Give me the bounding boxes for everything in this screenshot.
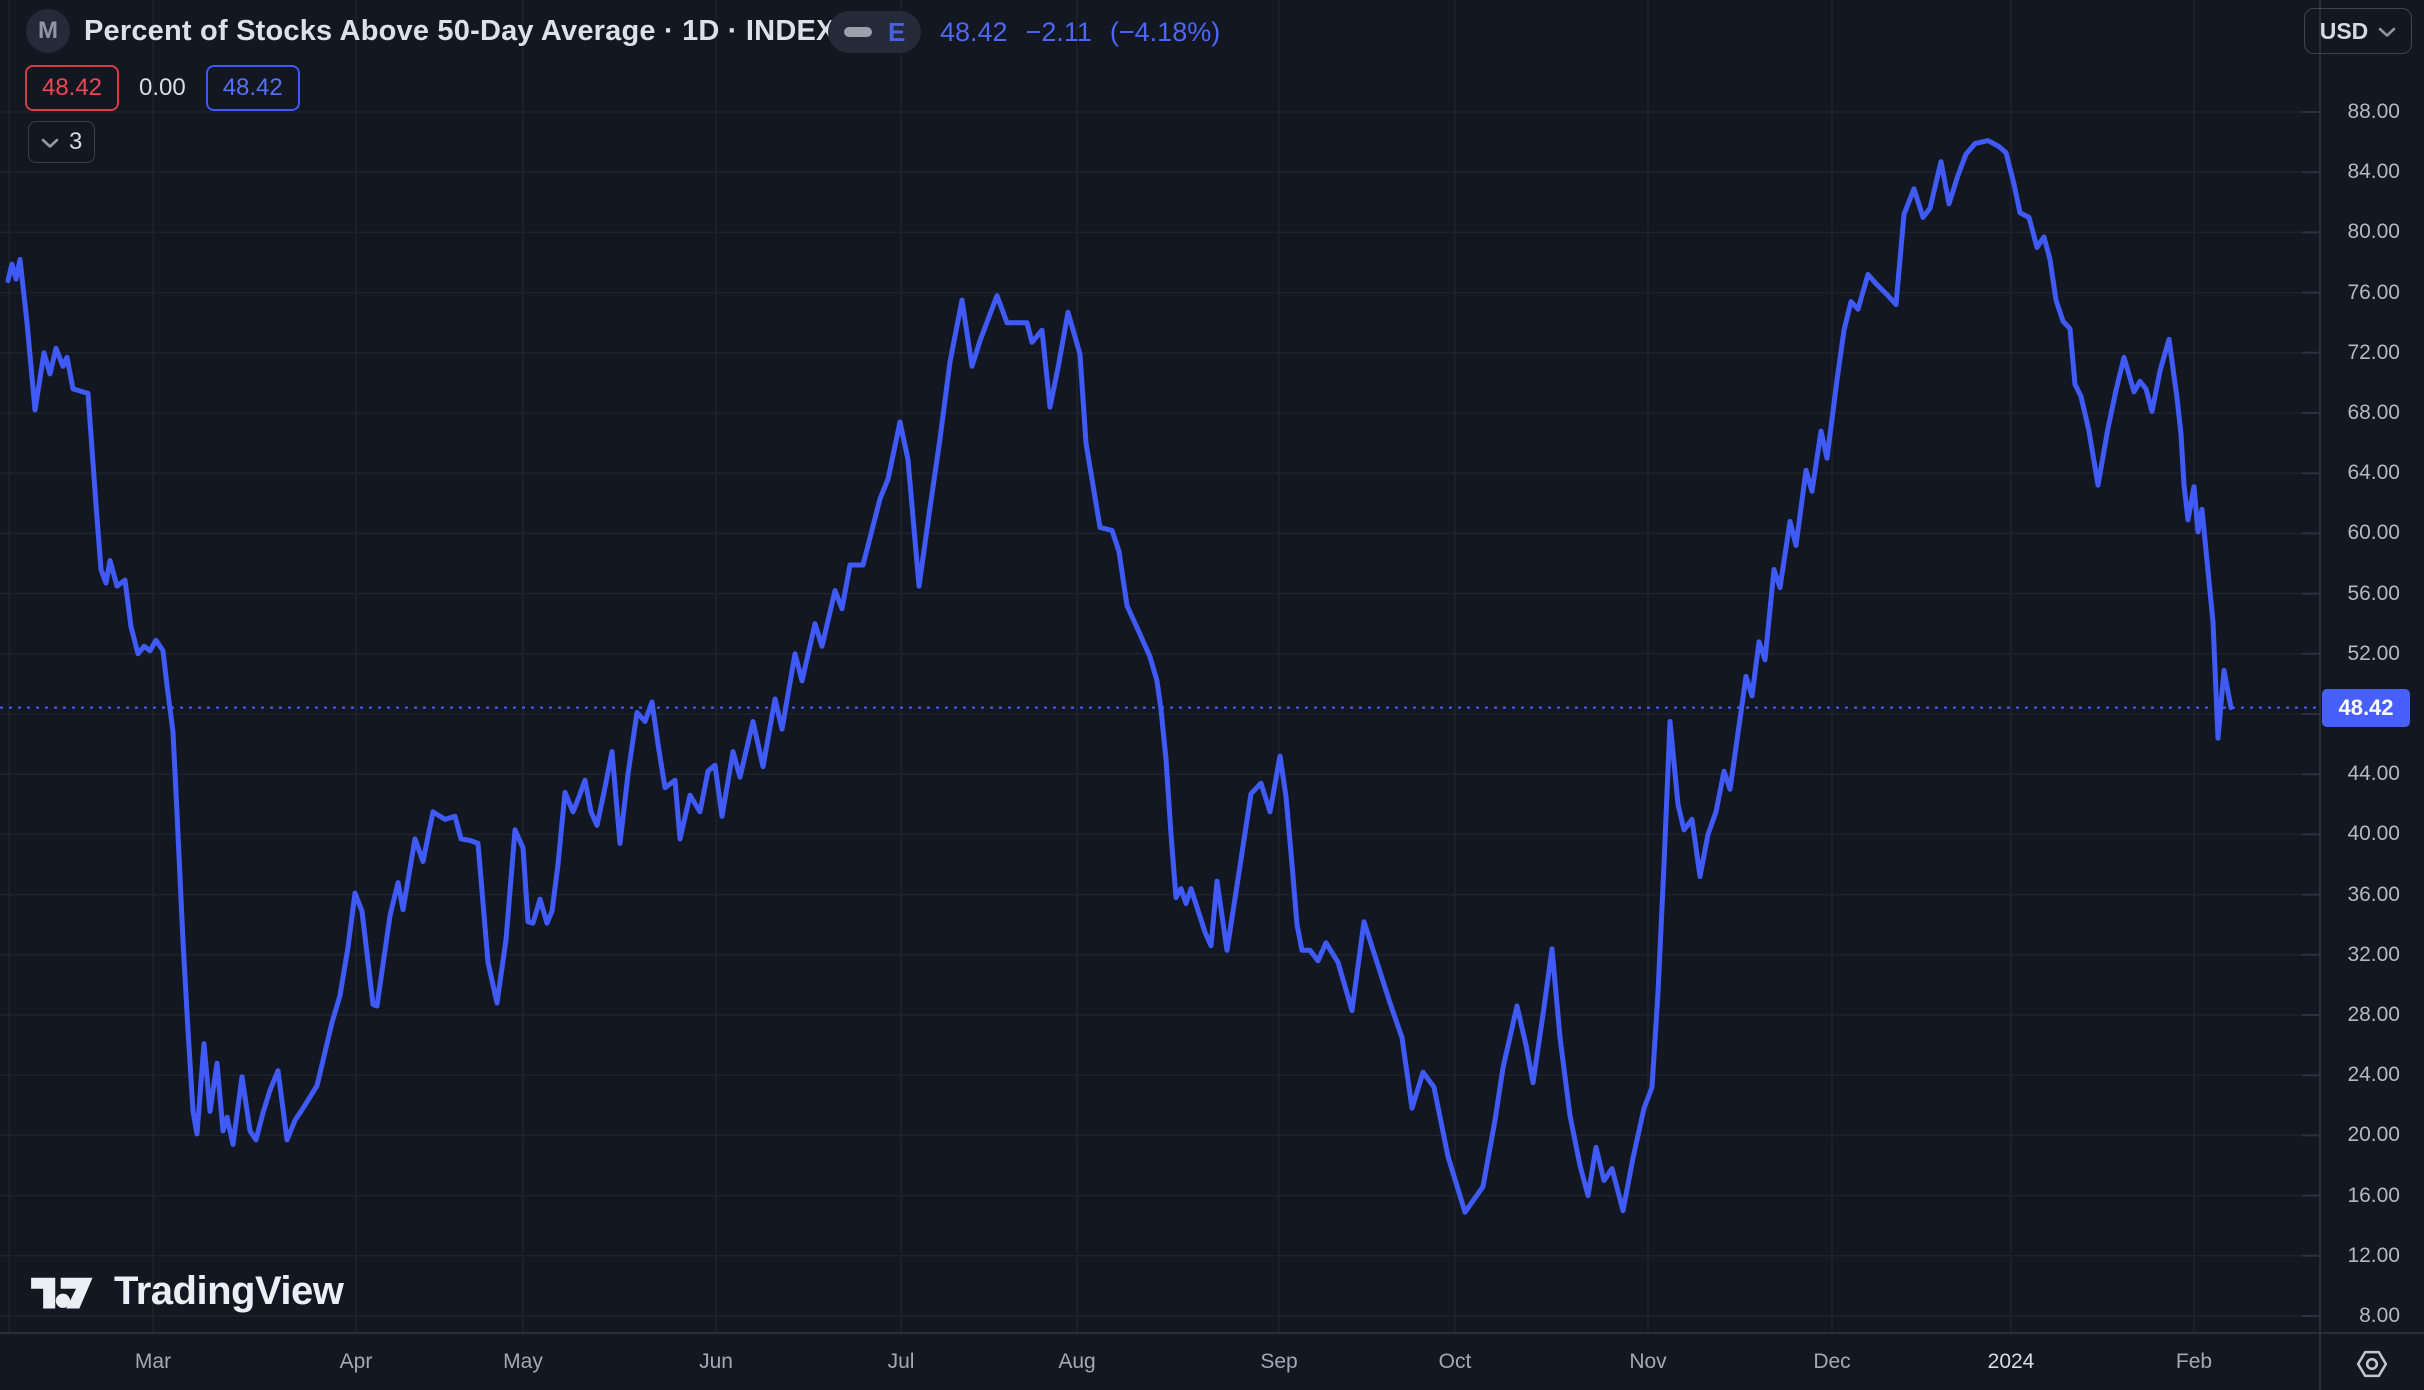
currency-selector-button[interactable]: USD: [2304, 8, 2412, 54]
price-axis-label: 40.00: [2347, 822, 2400, 846]
time-axis-label: Jun: [699, 1350, 733, 1373]
time-axis-label: Oct: [1438, 1350, 1472, 1373]
time-axis-label: Dec: [1813, 1350, 1851, 1373]
price-axis-label: 32.00: [2347, 942, 2400, 966]
series-line[interactable]: [5, 138, 2234, 1215]
price-axis-label: 60.00: [2347, 521, 2400, 545]
price-axis-label: 80.00: [2347, 220, 2400, 244]
price-axis-label: 8.00: [2359, 1304, 2400, 1327]
price-axis-label: 84.00: [2347, 160, 2400, 184]
price-axis-label: 36.00: [2347, 882, 2400, 906]
tradingview-logo-text: TradingView: [114, 1269, 344, 1313]
price-axis-label: 52.00: [2347, 641, 2400, 665]
quote-summary: 48.42 −2.11 (−4.18%): [940, 17, 1220, 48]
axis-settings-button[interactable]: [2354, 1346, 2390, 1382]
indicator-count: 3: [69, 128, 83, 155]
time-axis-label: Apr: [339, 1350, 373, 1373]
gear-icon: [2356, 1350, 2388, 1378]
price-axis-label: 12.00: [2347, 1243, 2400, 1267]
price-axis-label: 88.00: [2347, 100, 2400, 123]
time-axis-label: Feb: [2175, 1350, 2213, 1373]
time-axis-label: Nov: [1629, 1350, 1667, 1373]
zero-value: 0.00: [139, 74, 186, 101]
time-axis[interactable]: Mar Apr May Jun Jul Aug Sep Oct Nov Dec 2024 Feb: [0, 1334, 2320, 1390]
minus-icon[interactable]: [844, 27, 872, 37]
time-axis-label: May: [503, 1350, 543, 1373]
price-axis-label: 68.00: [2347, 401, 2400, 424]
price-axis-label: 16.00: [2347, 1183, 2400, 1207]
price-axis-label: 76.00: [2347, 280, 2400, 304]
price-axis-label: 44.00: [2347, 762, 2400, 786]
last-price-axis-label: 48.42: [2322, 688, 2410, 727]
ohlc-values-row: 48.42 0.00 48.42: [25, 65, 300, 111]
time-axis-label: Aug: [1058, 1350, 1096, 1373]
time-axis-label: 2024: [1987, 1350, 2035, 1373]
chevron-down-icon: [2378, 27, 2396, 37]
time-axis-label: Mar: [134, 1350, 172, 1373]
indicator-collapse-button[interactable]: 3: [28, 121, 96, 163]
price-change: −2.11: [1025, 17, 1092, 47]
price-axis[interactable]: 88.00 84.00 80.00 76.00 72.00 68.00 64.00 60.00…: [2322, 0, 2424, 1333]
price-axis-label: 28.00: [2347, 1003, 2400, 1026]
time-axis-label: Jul: [887, 1350, 915, 1373]
price-change-percent: (−4.18%): [1109, 17, 1221, 47]
price-axis-label: 72.00: [2347, 340, 2400, 364]
time-axis-label: Sep: [1260, 1350, 1298, 1373]
close-value-box: 48.42: [205, 65, 300, 111]
price-axis-label: 56.00: [2347, 581, 2400, 605]
currency-label: USD: [2319, 17, 2369, 44]
price-axis-label: 20.00: [2347, 1123, 2400, 1147]
symbol-logo-badge[interactable]: M: [26, 9, 70, 53]
tradingview-logo[interactable]: TradingView: [30, 1269, 344, 1314]
tradingview-logo-icon: [31, 1277, 93, 1308]
open-value-box: 48.42: [25, 65, 119, 111]
price-axis-label: 64.00: [2347, 461, 2400, 485]
price-axis-label: 24.00: [2347, 1063, 2400, 1087]
last-price: 48.42: [940, 17, 1008, 47]
source-e-badge[interactable]: E: [888, 16, 906, 47]
legend-controls-pill[interactable]: E: [828, 11, 922, 53]
chevron-down-icon: [41, 138, 59, 148]
symbol-title[interactable]: Percent of Stocks Above 50-Day Average ·…: [84, 15, 836, 47]
